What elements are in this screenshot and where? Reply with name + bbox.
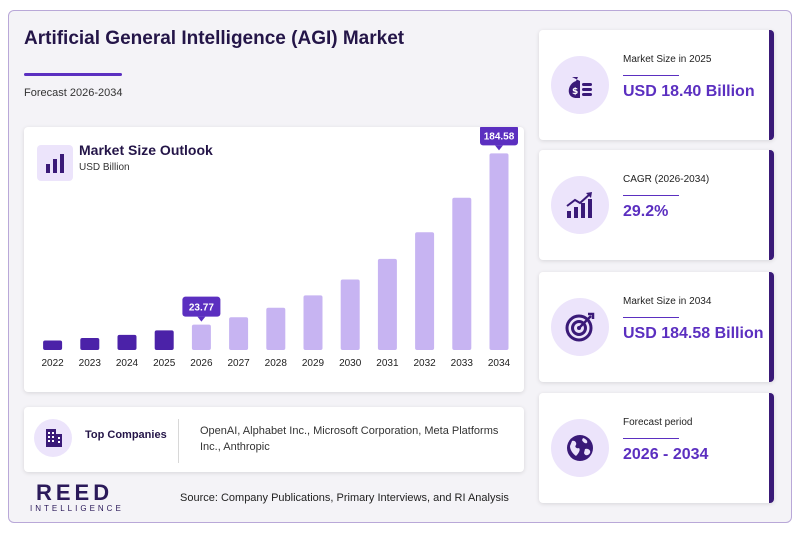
bar-2034 <box>489 153 509 350</box>
top-companies-card: Top Companies OpenAI, Alphabet Inc., Mic… <box>24 407 524 472</box>
stat-label: Market Size in 2025 <box>623 54 712 65</box>
x-tick-label: 2025 <box>153 358 176 369</box>
stat-label: Market Size in 2034 <box>623 296 712 307</box>
top-companies-list: OpenAI, Alphabet Inc., Microsoft Corpora… <box>200 425 499 453</box>
x-tick-label: 2026 <box>190 358 213 369</box>
stat-rule <box>623 195 679 196</box>
x-tick-label: 2030 <box>339 358 362 369</box>
title-underline <box>24 73 122 76</box>
x-tick-label: 2031 <box>376 358 399 369</box>
bar-2032 <box>415 232 435 350</box>
stat-card-forecast-period: Forecast period 2026 - 2034 <box>539 393 774 503</box>
x-tick-label: 2023 <box>79 358 102 369</box>
bar-2031 <box>377 258 397 350</box>
data-label: 23.77 <box>189 303 214 314</box>
data-label-callout: 184.58 <box>480 127 518 151</box>
bar-2030 <box>340 279 360 350</box>
x-tick-label: 2032 <box>413 358 436 369</box>
stat-label: CAGR (2026-2034) <box>623 174 710 185</box>
bar-2024 <box>117 334 137 350</box>
bar-chart: 2022 2023 2024 2025 2026 23.77 2027 2028 2029 203… <box>41 127 518 369</box>
target-icon <box>551 298 609 356</box>
stat-value: 2026 - 2034 <box>623 446 709 463</box>
x-tick-label: 2029 <box>302 358 325 369</box>
x-tick-label: 2034 <box>488 358 511 369</box>
x-tick-label: 2033 <box>451 358 474 369</box>
globe-icon <box>551 419 609 477</box>
stat-card-cagr: CAGR (2026-2034) 29.2% <box>539 150 774 260</box>
x-tick-label: 2028 <box>265 358 288 369</box>
stat-value: 29.2% <box>623 203 669 220</box>
stat-label: Forecast period <box>623 417 693 428</box>
stat-value: USD 18.40 Billion <box>623 83 755 100</box>
stat-value: USD 184.58 Billion <box>623 325 764 342</box>
bar-2022 <box>43 340 63 350</box>
bar-2029 <box>303 295 323 350</box>
chart-title: Market Size Outlook <box>79 142 213 158</box>
page-subtitle: Forecast 2026-2034 <box>24 87 123 99</box>
stat-card-market-size-2025: $ Market Size in 2025 USD 18.40 Billion <box>539 30 774 140</box>
stat-rule <box>623 75 679 76</box>
chart-card: Market Size Outlook USD Billion 2022 2023… <box>24 127 524 392</box>
building-icon <box>34 419 72 457</box>
stat-rule <box>623 317 679 318</box>
bar-2026 <box>191 324 211 350</box>
bar-2023 <box>80 337 100 350</box>
x-tick-label: 2027 <box>227 358 250 369</box>
chart-unit: USD Billion <box>79 162 130 173</box>
bar-2033 <box>452 197 472 350</box>
svg-text:$: $ <box>572 87 578 97</box>
x-tick-label: 2022 <box>41 358 64 369</box>
logo-subtitle: INTELLIGENCE <box>30 504 124 513</box>
x-tick-label: 2024 <box>116 358 139 369</box>
growth-chart-icon <box>551 176 609 234</box>
data-label: 184.58 <box>484 131 515 142</box>
source-note: Source: Company Publications, Primary In… <box>180 492 509 504</box>
bar-2025 <box>154 330 174 350</box>
top-companies-label: Top Companies <box>85 429 167 441</box>
divider <box>178 419 179 463</box>
stat-rule <box>623 438 679 439</box>
bar-chart-icon <box>37 145 73 181</box>
bar-2027 <box>229 317 249 350</box>
money-bag-icon: $ <box>551 56 609 114</box>
logo-wordmark: REED <box>36 480 114 505</box>
data-label-callout: 23.77 <box>182 296 221 322</box>
bar-2028 <box>266 307 286 350</box>
stat-card-market-size-2034: Market Size in 2034 USD 184.58 Billion <box>539 272 774 382</box>
page-title: Artificial General Intelligence (AGI) Ma… <box>24 28 405 49</box>
